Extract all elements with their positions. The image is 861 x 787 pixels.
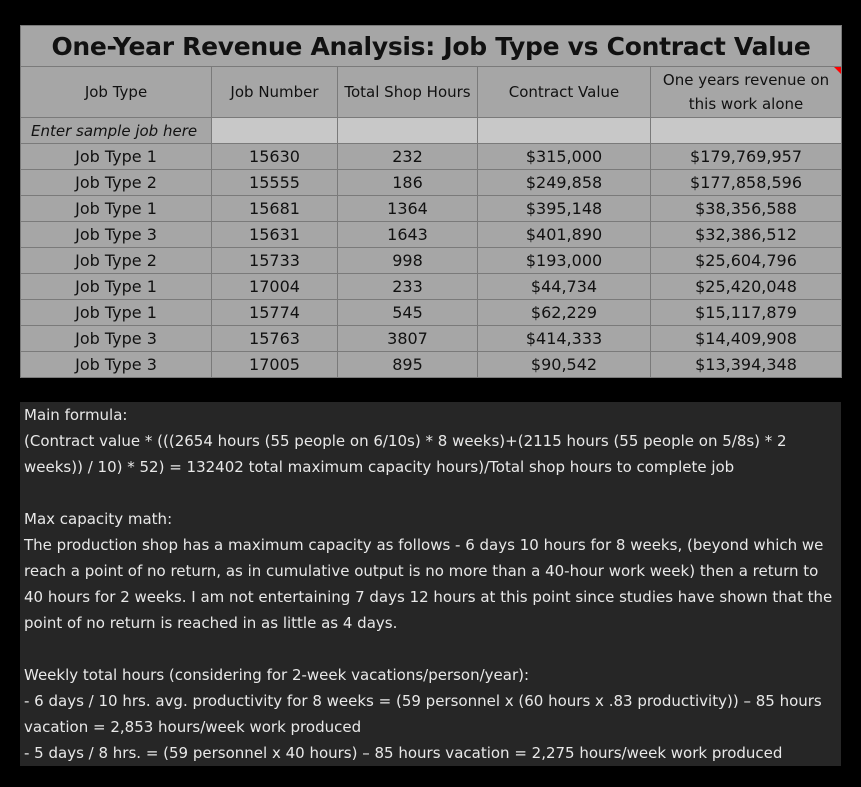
sample-shop-hours-cell[interactable] <box>337 117 478 144</box>
weekly-heading: Weekly total hours (considering for 2-we… <box>24 666 530 684</box>
sample-job-label[interactable]: Enter sample job here <box>20 117 212 144</box>
revenue-cell[interactable]: $179,769,957 <box>649 143 843 170</box>
revenue-cell[interactable]: $32,386,512 <box>649 221 843 248</box>
spacer <box>24 480 837 506</box>
capacity-text: The production shop has a maximum capaci… <box>24 536 833 632</box>
sample-revenue-cell[interactable] <box>649 117 843 144</box>
job-number-cell[interactable]: 17005 <box>211 351 338 378</box>
job-number-cell[interactable]: 15733 <box>211 247 338 274</box>
contract-value-cell[interactable]: $62,229 <box>477 299 651 326</box>
revenue-cell[interactable]: $13,394,348 <box>649 351 843 378</box>
shop-hours-cell[interactable]: 186 <box>337 169 478 196</box>
sample-input-row: Enter sample job here <box>20 117 843 144</box>
shop-hours-cell[interactable]: 895 <box>337 351 478 378</box>
contract-value-cell[interactable]: $44,734 <box>477 273 651 300</box>
shop-hours-cell[interactable]: 3807 <box>337 325 478 352</box>
table-row: Job Type 1 15681 1364 $395,148 $38,356,5… <box>20 195 843 222</box>
weekly-line-1: - 6 days / 10 hrs. avg. productivity for… <box>24 692 822 736</box>
contract-value-cell[interactable]: $414,333 <box>477 325 651 352</box>
table-row: Job Type 2 15555 186 $249,858 $177,858,5… <box>20 169 843 196</box>
table-row: Job Type 1 15630 232 $315,000 $179,769,9… <box>20 143 843 170</box>
table-title: One-Year Revenue Analysis: Job Type vs C… <box>19 25 843 67</box>
contract-value-cell[interactable]: $315,000 <box>477 143 651 170</box>
table-row: Job Type 3 15763 3807 $414,333 $14,409,9… <box>20 325 843 352</box>
header-total-shop-hours[interactable]: Total Shop Hours <box>337 66 478 118</box>
contract-value-cell[interactable]: $395,148 <box>477 195 651 222</box>
table-row: Job Type 2 15733 998 $193,000 $25,604,79… <box>20 247 843 274</box>
table-row: Job Type 1 15774 545 $62,229 $15,117,879 <box>20 299 843 326</box>
capacity-heading: Max capacity math: <box>24 510 173 528</box>
comment-indicator-icon[interactable] <box>834 67 841 74</box>
job-number-cell[interactable]: 15555 <box>211 169 338 196</box>
table-row: Job Type 3 17005 895 $90,542 $13,394,348 <box>20 351 843 378</box>
formula-text: (Contract value * (((2654 hours (55 peop… <box>24 432 787 476</box>
contract-value-cell[interactable]: $90,542 <box>477 351 651 378</box>
job-type-cell[interactable]: Job Type 1 <box>20 143 212 170</box>
formula-heading: Main formula: <box>24 406 128 424</box>
job-number-cell[interactable]: 17004 <box>211 273 338 300</box>
revenue-cell[interactable]: $38,356,588 <box>649 195 843 222</box>
revenue-table-container: One-Year Revenue Analysis: Job Type vs C… <box>19 25 843 378</box>
job-type-cell[interactable]: Job Type 1 <box>20 273 212 300</box>
shop-hours-cell[interactable]: 998 <box>337 247 478 274</box>
contract-value-cell[interactable]: $249,858 <box>477 169 651 196</box>
header-contract-value[interactable]: Contract Value <box>477 66 651 118</box>
revenue-cell[interactable]: $25,604,796 <box>649 247 843 274</box>
spacer <box>24 636 837 662</box>
job-type-cell[interactable]: Job Type 1 <box>20 299 212 326</box>
job-number-cell[interactable]: 15630 <box>211 143 338 170</box>
notes-panel[interactable]: Main formula: (Contract value * (((2654 … <box>20 402 841 766</box>
job-number-cell[interactable]: 15631 <box>211 221 338 248</box>
header-job-number[interactable]: Job Number <box>211 66 338 118</box>
weekly-line-2: - 5 days / 8 hrs. = (59 personnel x 40 h… <box>24 744 783 762</box>
shop-hours-cell[interactable]: 1643 <box>337 221 478 248</box>
shop-hours-cell[interactable]: 545 <box>337 299 478 326</box>
revenue-cell[interactable]: $177,858,596 <box>649 169 843 196</box>
job-type-cell[interactable]: Job Type 3 <box>20 325 212 352</box>
sample-contract-value-cell[interactable] <box>477 117 651 144</box>
sample-job-number-cell[interactable] <box>211 117 338 144</box>
job-type-cell[interactable]: Job Type 2 <box>20 169 212 196</box>
header-row: Job Type Job Number Total Shop Hours Con… <box>20 66 843 118</box>
job-number-cell[interactable]: 15763 <box>211 325 338 352</box>
job-number-cell[interactable]: 15681 <box>211 195 338 222</box>
revenue-table: One-Year Revenue Analysis: Job Type vs C… <box>19 25 843 378</box>
table-row: Job Type 3 15631 1643 $401,890 $32,386,5… <box>20 221 843 248</box>
job-type-cell[interactable]: Job Type 1 <box>20 195 212 222</box>
shop-hours-cell[interactable]: 233 <box>337 273 478 300</box>
header-job-type[interactable]: Job Type <box>20 66 212 118</box>
header-one-year-revenue[interactable]: One years revenue on this work alone <box>649 66 843 118</box>
job-type-cell[interactable]: Job Type 3 <box>20 221 212 248</box>
contract-value-cell[interactable]: $193,000 <box>477 247 651 274</box>
job-type-cell[interactable]: Job Type 2 <box>20 247 212 274</box>
job-number-cell[interactable]: 15774 <box>211 299 338 326</box>
revenue-cell[interactable]: $15,117,879 <box>649 299 843 326</box>
shop-hours-cell[interactable]: 1364 <box>337 195 478 222</box>
shop-hours-cell[interactable]: 232 <box>337 143 478 170</box>
revenue-cell[interactable]: $14,409,908 <box>649 325 843 352</box>
revenue-cell[interactable]: $25,420,048 <box>649 273 843 300</box>
job-type-cell[interactable]: Job Type 3 <box>20 351 212 378</box>
header-one-year-revenue-label: One years revenue on this work alone <box>662 71 830 113</box>
table-row: Job Type 1 17004 233 $44,734 $25,420,048 <box>20 273 843 300</box>
title-row: One-Year Revenue Analysis: Job Type vs C… <box>19 25 843 67</box>
contract-value-cell[interactable]: $401,890 <box>477 221 651 248</box>
